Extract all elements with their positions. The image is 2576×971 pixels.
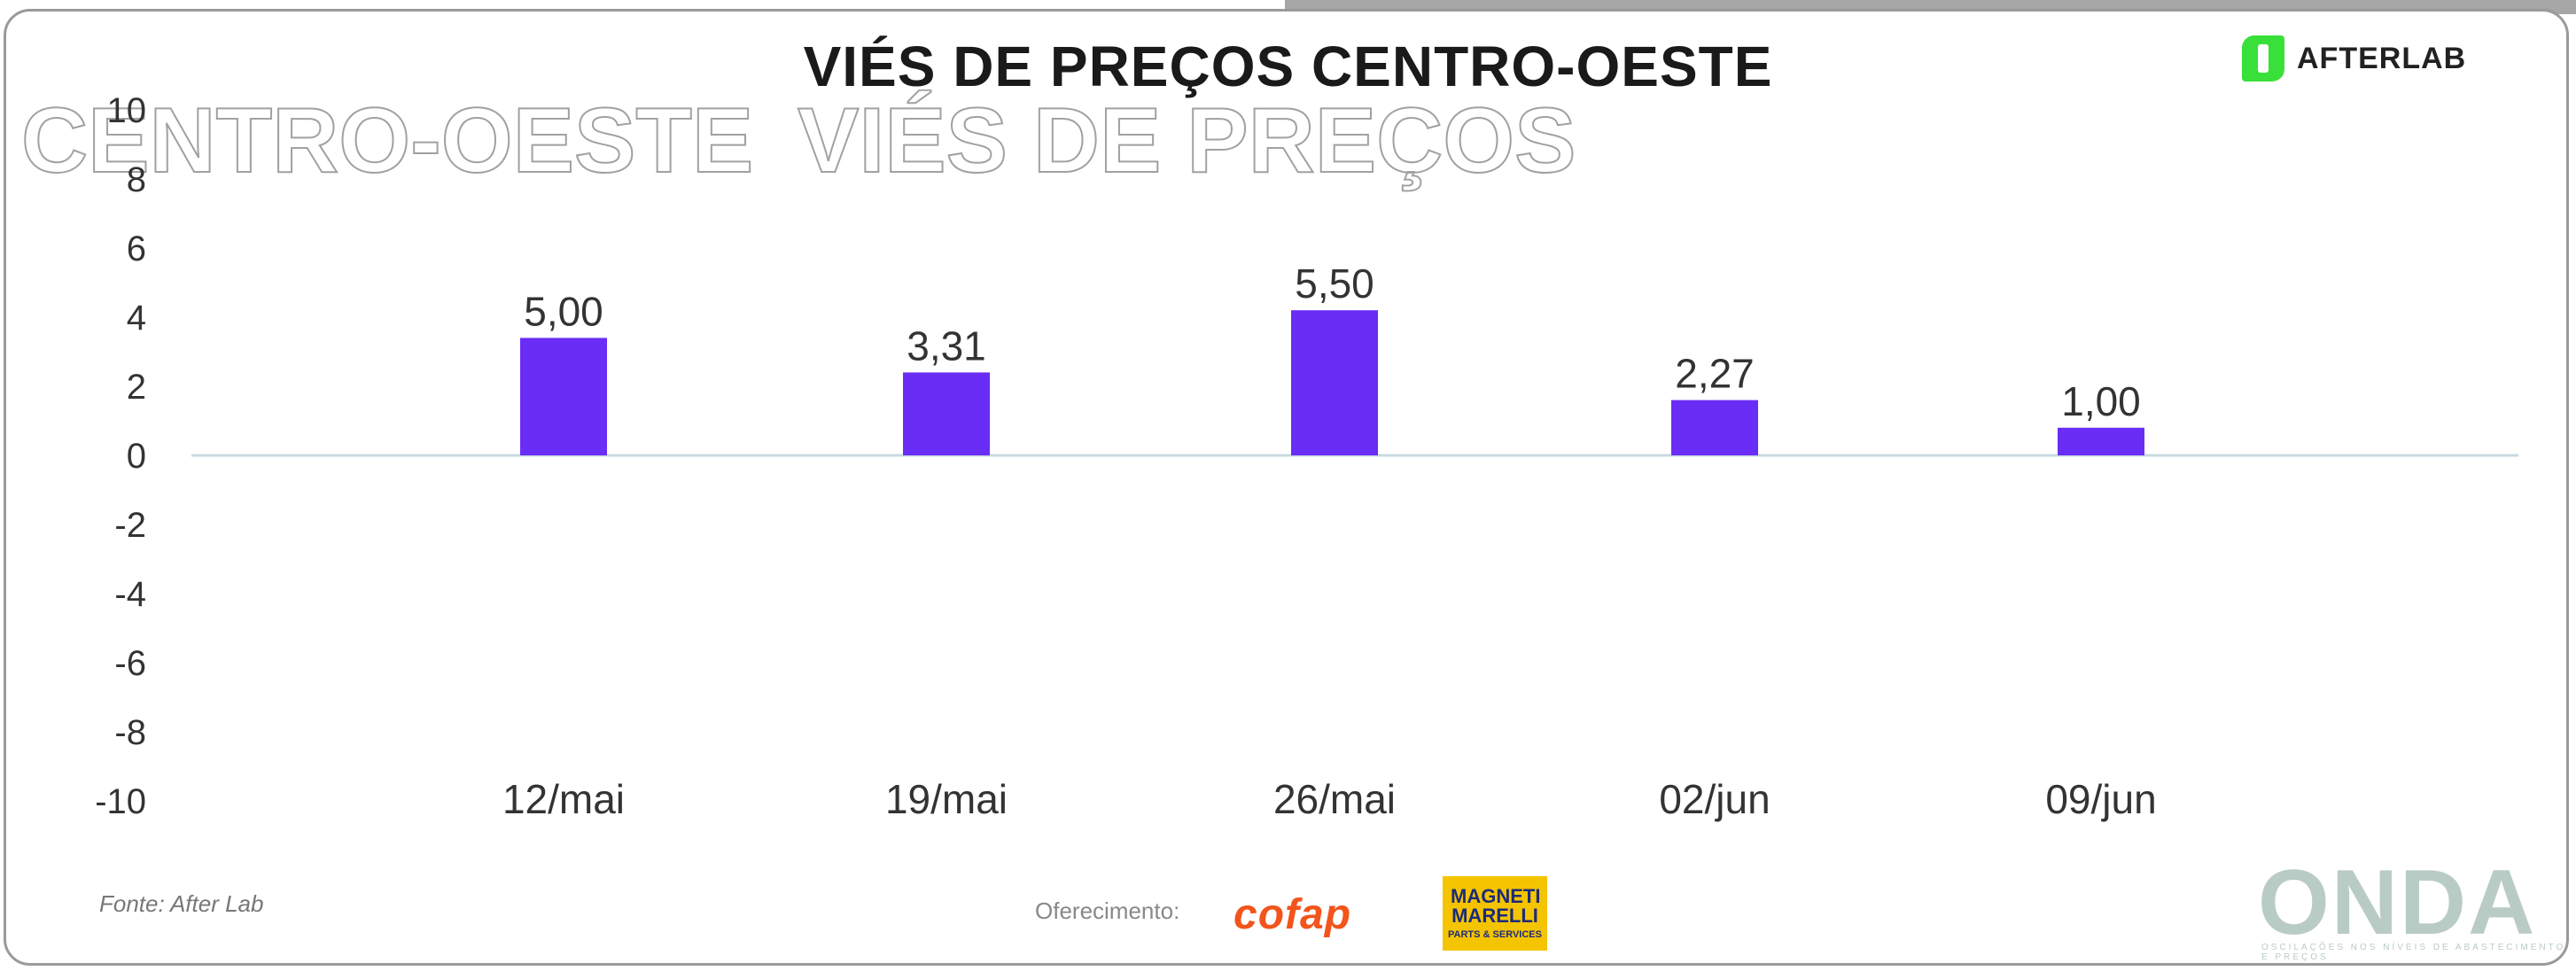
- y-tick-label: 4: [127, 299, 146, 338]
- x-tick-label: 19/mai: [885, 776, 1008, 822]
- marelli-name: MAGNETI MARELLI: [1451, 885, 1541, 927]
- data-label: 3,31: [907, 322, 986, 369]
- y-tick-label: 10: [107, 91, 147, 130]
- onda-logo: ONDA: [2258, 851, 2537, 954]
- bar: [903, 372, 990, 455]
- y-axis: 10 8 6 4 2 0 -2 -4 -6 -8 -10: [95, 91, 146, 821]
- cofap-logo: cofap: [1234, 891, 1352, 938]
- marelli-subtitle: PARTS & SERVICES: [1448, 929, 1542, 940]
- y-tick-label: -2: [114, 506, 146, 545]
- sponsor-label: Oferecimento:: [1035, 897, 1180, 924]
- y-tick-label: -6: [114, 644, 146, 683]
- y-tick-label: 6: [127, 229, 146, 268]
- y-tick-label: -4: [114, 575, 146, 614]
- y-tick-label: 0: [127, 437, 146, 476]
- data-label: 1,00: [2061, 378, 2141, 424]
- y-tick-label: 2: [127, 368, 146, 407]
- chart-title: VIÉS DE PREÇOS CENTRO-OESTE: [803, 35, 1773, 98]
- y-tick-label: -8: [114, 713, 146, 752]
- magneti-marelli-logo: MAGNETI MARELLI PARTS & SERVICES: [1443, 876, 1547, 951]
- card-frame: [4, 9, 2569, 966]
- bar: [2058, 427, 2144, 455]
- bar: [520, 338, 607, 455]
- data-label: 5,00: [524, 288, 603, 334]
- bar: [1671, 400, 1758, 455]
- x-tick-label: 02/jun: [1659, 776, 1770, 822]
- data-labels: 5,00 3,31 5,50 2,27 1,00: [524, 260, 2141, 424]
- onda-tagline: OSCILAÇÕES NOS NÍVEIS DE ABASTECIMENTO E…: [2261, 943, 2566, 962]
- ghost-region-label: CENTRO-OESTE: [20, 89, 754, 193]
- ghost-title-label: VIÉS DE PREÇOS: [797, 89, 1576, 193]
- x-tick-label: 26/mai: [1273, 776, 1396, 822]
- bar: [1291, 310, 1378, 455]
- source-note: Fonte: After Lab: [99, 890, 264, 917]
- afterlab-logo: AFTERLAB: [2242, 32, 2466, 85]
- afterlab-logo-text: AFTERLAB: [2297, 41, 2467, 75]
- x-tick-label: 09/jun: [2045, 776, 2156, 822]
- bars: [520, 310, 2144, 455]
- data-label: 2,27: [1675, 351, 1755, 397]
- y-tick-label: -10: [95, 782, 146, 821]
- x-tick-label: 12/mai: [502, 776, 625, 822]
- data-label: 5,50: [1295, 260, 1374, 307]
- afterlab-logo-icon: [2242, 35, 2284, 82]
- x-axis: 12/mai 19/mai 26/mai 02/jun 09/jun: [502, 776, 2157, 822]
- y-tick-label: 8: [127, 160, 146, 199]
